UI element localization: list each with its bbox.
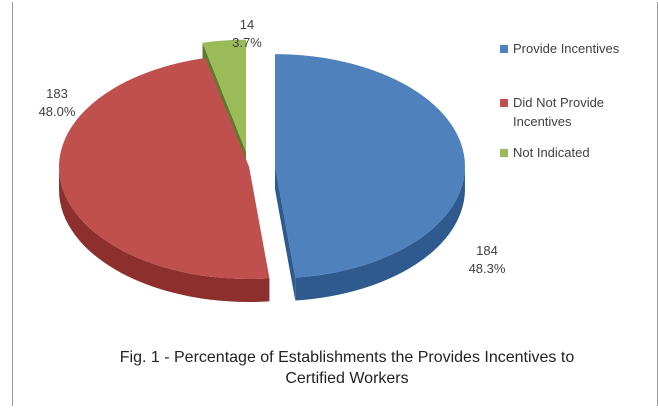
pie-slices [58,39,465,302]
pie-side-0-wall [295,166,465,301]
pie-side-1-wall [59,167,270,302]
legend-label-line: Did Not Provide [513,95,605,110]
caption-line: Certified Workers [285,370,409,387]
data-label-value: 14 [239,17,255,32]
legend-swatch [500,99,508,107]
data-label-not-indicated: 14 3.7% [223,16,271,52]
legend-swatch [500,149,508,157]
legend-label-line: Provide Incentives [513,41,620,56]
data-label-value: 183 [46,86,68,101]
data-label-percent: 48.0% [38,104,76,119]
data-label-value: 184 [476,243,498,258]
caption-line: Fig. 1 - Percentage of Establishments th… [119,349,575,366]
legend-label: Not Indicated [513,143,590,162]
pie-chart [58,39,465,302]
legend-swatch [500,45,508,53]
legend-label: Provide Incentives [513,39,619,58]
data-label-percent: 48.3% [468,261,506,276]
pie-side-0-face-1 [274,166,296,301]
pie-slice-2 [202,39,247,152]
data-label-provide-incentives: 184 48.3% [455,242,519,278]
data-label-did-not-provide: 183 48.0% [27,85,87,121]
data-label-percent: 3.7% [232,35,262,50]
pie-slice-0 [274,54,465,278]
chart-frame: 184 48.3% 183 48.0% 14 3.7% Provide Ince… [12,2,658,406]
legend-label-line: Incentives [513,114,572,129]
legend-label: Did Not Provide Incentives [513,93,604,131]
chart-caption: Fig. 1 - Percentage of Establishments th… [53,347,641,389]
legend-label-line: Not Indicated [513,145,590,160]
pie-slice-1 [58,57,270,279]
